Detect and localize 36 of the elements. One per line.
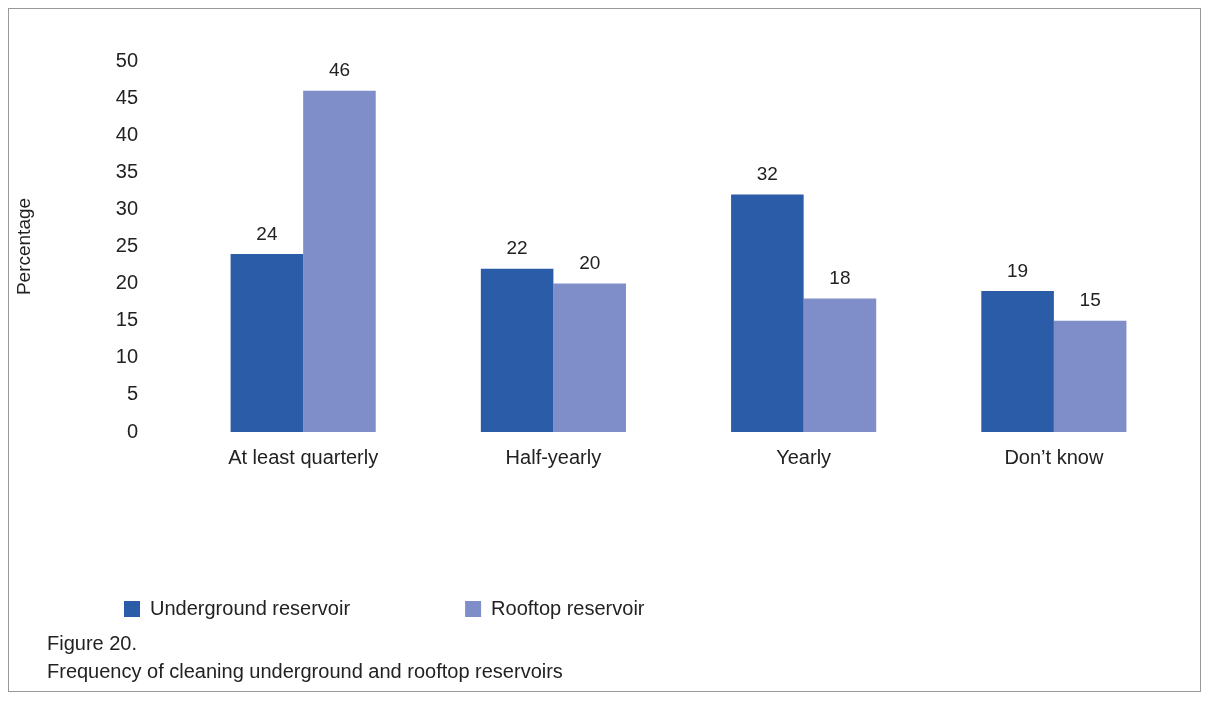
y-tick-label: 45 [115, 85, 139, 108]
x-tick-label: Yearly [776, 445, 832, 468]
data-label: 32 [756, 163, 778, 185]
y-tick-label: 35 [115, 159, 139, 182]
bar [981, 291, 1054, 432]
x-tick-label: Don’t know [1004, 445, 1104, 468]
bar [230, 253, 304, 432]
data-label: 18 [829, 267, 851, 289]
bar [731, 194, 804, 432]
y-tick-label: 20 [115, 271, 139, 294]
y-tick-label: 30 [115, 196, 139, 219]
bar [803, 298, 877, 432]
data-label: 19 [1007, 259, 1029, 281]
y-tick-label: 25 [115, 234, 139, 257]
text: Frequency of cleaning underground and rooftop reservoirs [47, 659, 564, 684]
data-label: 46 [328, 59, 351, 81]
x-tick-label: At least quarterly [228, 445, 379, 468]
y-tick-label: 50 [115, 48, 139, 71]
legend-label: Underground reservoir [150, 596, 351, 619]
y-tick-label: 40 [115, 122, 139, 145]
data-label: 20 [579, 252, 601, 274]
y-tick-label: 10 [115, 345, 139, 368]
y-axis-title: Percentage [12, 197, 34, 296]
bar [553, 283, 626, 432]
caption: Figure 20. [47, 631, 139, 656]
y-tick-label: 5 [126, 382, 139, 405]
y-tick-label: 0 [126, 419, 139, 442]
x-tick-label: Half-yearly [505, 445, 602, 468]
data-label: 15 [1079, 289, 1101, 311]
legend-label: Rooftop reservoir [491, 596, 645, 619]
bar [1053, 320, 1127, 432]
bar [303, 90, 376, 432]
y-tick-label: 15 [115, 308, 139, 331]
data-label: 22 [506, 237, 528, 259]
bar [480, 268, 554, 432]
data-label: 24 [256, 222, 278, 244]
